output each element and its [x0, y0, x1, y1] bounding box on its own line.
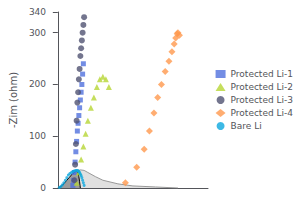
svg-text:0: 0 — [40, 183, 46, 193]
svg-text:100: 100 — [29, 131, 46, 141]
svg-text:Protected Li-1: Protected Li-1 — [231, 69, 293, 79]
svg-text:340: 340 — [29, 7, 46, 17]
svg-text:-Zim (ohm): -Zim (ohm) — [8, 72, 19, 128]
svg-text:200: 200 — [29, 79, 46, 89]
svg-text:Bare Li: Bare Li — [231, 121, 262, 131]
svg-text:Protected Li-2: Protected Li-2 — [231, 82, 293, 92]
svg-text:Protected Li-4: Protected Li-4 — [231, 108, 294, 118]
svg-text:Protected Li-3: Protected Li-3 — [231, 95, 293, 105]
svg-text:300: 300 — [29, 28, 46, 38]
